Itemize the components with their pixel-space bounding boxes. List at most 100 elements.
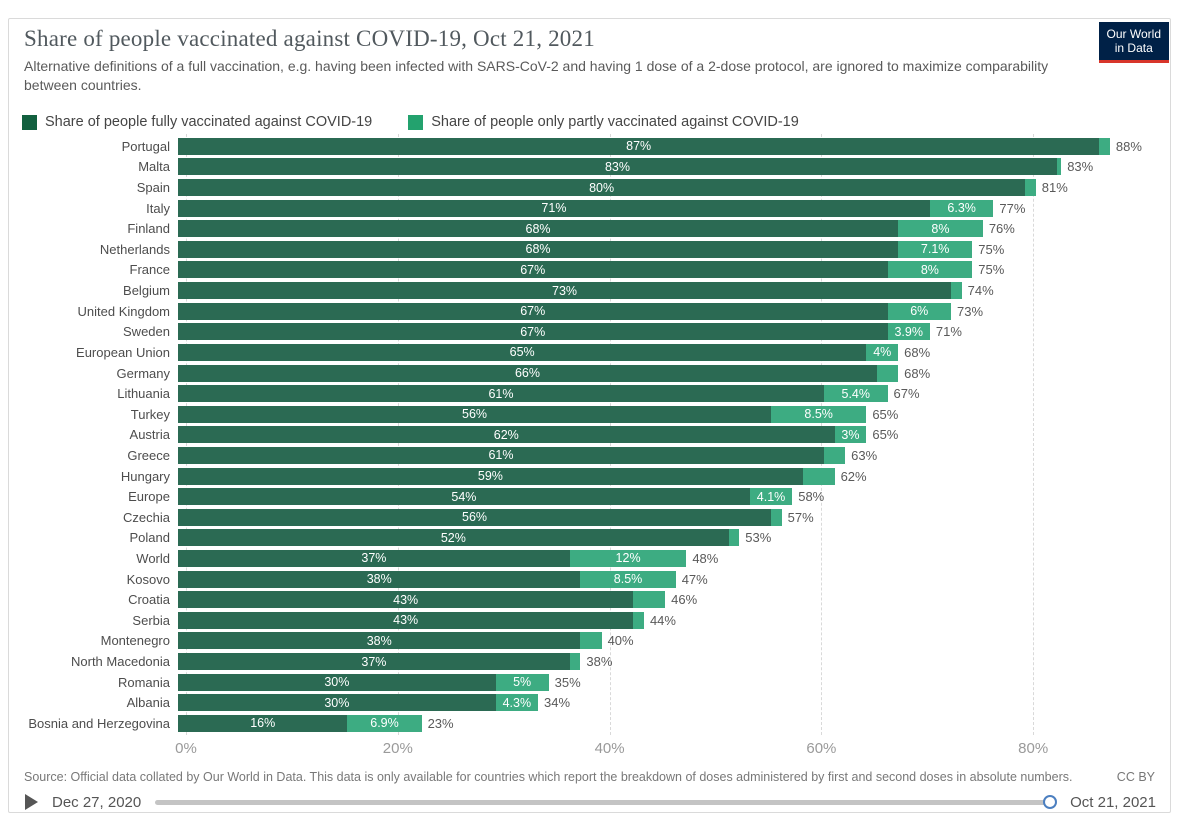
chart-row[interactable]: United Kingdom 67% 6% 73% <box>9 301 1166 322</box>
license-link[interactable]: CC BY <box>1116 770 1155 784</box>
country-label[interactable]: Czechia <box>123 509 170 525</box>
bar-partly-segment[interactable]: 4.1% <box>749 488 793 506</box>
bar-fully-segment[interactable]: 56% <box>178 405 772 423</box>
country-label[interactable]: Montenegro <box>100 633 170 649</box>
bar-partly-segment[interactable] <box>823 446 846 464</box>
bar-fully-segment[interactable]: 66% <box>178 364 877 382</box>
bar-partly-segment[interactable] <box>771 508 782 526</box>
country-label[interactable]: Romania <box>117 674 170 690</box>
bar-partly-segment[interactable]: 8% <box>898 220 983 238</box>
country-label[interactable]: World <box>136 550 170 566</box>
bar-fully-segment[interactable]: 61% <box>178 446 824 464</box>
country-label[interactable]: North Macedonia <box>71 654 170 670</box>
chart-row[interactable]: Bosnia and Herzegovina 16% 6.9% 23% <box>9 713 1166 734</box>
bar-fully-segment[interactable]: 52% <box>178 529 729 547</box>
bar-partly-segment[interactable]: 5.4% <box>823 385 888 403</box>
chart-row[interactable]: Kosovo 38% 8.5% 47% <box>9 569 1166 590</box>
bar-partly-segment[interactable]: 4% <box>866 343 899 361</box>
country-label[interactable]: Belgium <box>123 283 170 299</box>
bar-partly-segment[interactable]: 12% <box>569 549 687 567</box>
chart-row[interactable]: World 37% 12% 48% <box>9 548 1166 569</box>
country-label[interactable]: Finland <box>127 221 170 237</box>
timeline-handle[interactable] <box>1043 795 1058 809</box>
play-button[interactable] <box>25 794 38 810</box>
chart-row[interactable]: Sweden 67% 3.9% 71% <box>9 321 1166 342</box>
bar-partly-segment[interactable] <box>876 364 899 382</box>
bar-fully-segment[interactable]: 67% <box>178 302 888 320</box>
country-label[interactable]: Croatia <box>128 592 170 608</box>
bar-partly-segment[interactable]: 8.5% <box>580 570 676 588</box>
bar-fully-segment[interactable]: 61% <box>178 385 824 403</box>
country-label[interactable]: Turkey <box>130 406 170 422</box>
bar-fully-segment[interactable]: 30% <box>178 694 496 712</box>
country-label[interactable]: Kosovo <box>126 571 170 587</box>
bar-fully-segment[interactable]: 37% <box>178 549 570 567</box>
chart-row[interactable]: Greece 61% 63% <box>9 445 1166 466</box>
bar-fully-segment[interactable]: 68% <box>178 220 899 238</box>
bar-partly-segment[interactable] <box>1056 158 1062 176</box>
bar-fully-segment[interactable]: 62% <box>178 426 835 444</box>
bar-partly-segment[interactable] <box>633 611 644 629</box>
bar-partly-segment[interactable]: 6.9% <box>347 714 422 732</box>
country-label[interactable]: European Union <box>76 344 170 360</box>
owid-logo[interactable]: Our World in Data <box>1098 22 1169 63</box>
country-label[interactable]: Sweden <box>123 324 170 340</box>
country-label[interactable]: Malta <box>138 159 170 175</box>
bar-fully-segment[interactable]: 37% <box>178 653 570 671</box>
chart-row[interactable]: Europe 54% 4.1% 58% <box>9 486 1166 507</box>
chart-row[interactable]: Belgium 73% 74% <box>9 280 1166 301</box>
bar-fully-segment[interactable]: 38% <box>178 632 581 650</box>
chart-row[interactable]: Montenegro 38% 40% <box>9 631 1166 652</box>
country-label[interactable]: Italy <box>146 200 170 216</box>
bar-partly-segment[interactable]: 8.5% <box>771 405 867 423</box>
timeline-track[interactable] <box>155 795 1058 809</box>
bar-partly-segment[interactable] <box>580 632 602 650</box>
bar-fully-segment[interactable]: 67% <box>178 261 888 279</box>
bar-fully-segment[interactable]: 43% <box>178 611 634 629</box>
chart-row[interactable]: Poland 52% 53% <box>9 528 1166 549</box>
country-label[interactable]: Poland <box>129 530 170 546</box>
bar-fully-segment[interactable]: 16% <box>178 714 348 732</box>
bar-partly-segment[interactable]: 8% <box>887 261 973 279</box>
chart-row[interactable]: Romania 30% 5% 35% <box>9 672 1166 693</box>
country-label[interactable]: Spain <box>136 180 170 196</box>
country-label[interactable]: Hungary <box>120 468 170 484</box>
chart-row[interactable]: Spain 80% 81% <box>9 177 1166 198</box>
chart-row[interactable]: Netherlands 68% 7.1% 75% <box>9 239 1166 260</box>
bar-fully-segment[interactable]: 83% <box>178 158 1057 176</box>
country-label[interactable]: Austria <box>129 427 170 443</box>
bar-partly-segment[interactable]: 6% <box>887 302 952 320</box>
chart-row[interactable]: European Union 65% 4% 68% <box>9 342 1166 363</box>
bar-partly-segment[interactable] <box>633 591 666 609</box>
bar-partly-segment[interactable] <box>1025 179 1036 197</box>
country-label[interactable]: Greece <box>127 447 170 463</box>
bar-partly-segment[interactable]: 7.1% <box>898 240 973 258</box>
bar-fully-segment[interactable]: 56% <box>178 508 772 526</box>
bar-fully-segment[interactable]: 43% <box>178 591 634 609</box>
bar-fully-segment[interactable]: 68% <box>178 240 899 258</box>
bar-partly-segment[interactable]: 3.9% <box>887 323 930 341</box>
country-label[interactable]: France <box>129 262 170 278</box>
chart-row[interactable]: Croatia 43% 46% <box>9 589 1166 610</box>
bar-fully-segment[interactable]: 71% <box>178 199 930 217</box>
bar-partly-segment[interactable] <box>1099 137 1110 155</box>
chart-row[interactable]: Italy 71% 6.3% 77% <box>9 198 1166 219</box>
country-label[interactable]: Bosnia and Herzegovina <box>28 715 170 731</box>
chart-row[interactable]: Finland 68% 8% 76% <box>9 218 1166 239</box>
country-label[interactable]: Lithuania <box>117 386 170 402</box>
bar-partly-segment[interactable]: 5% <box>495 673 549 691</box>
chart-row[interactable]: France 67% 8% 75% <box>9 260 1166 281</box>
chart-row[interactable]: Portugal 87% 88% <box>9 136 1166 157</box>
chart-row[interactable]: Serbia 43% 44% <box>9 610 1166 631</box>
chart-row[interactable]: Malta 83% 83% <box>9 157 1166 178</box>
country-label[interactable]: Europe <box>128 489 170 505</box>
bar-fully-segment[interactable]: 30% <box>178 673 496 691</box>
bar-fully-segment[interactable]: 54% <box>178 488 750 506</box>
country-label[interactable]: Portugal <box>121 138 170 154</box>
country-label[interactable]: Serbia <box>132 612 170 628</box>
bar-fully-segment[interactable]: 87% <box>178 137 1100 155</box>
chart-row[interactable]: Czechia 56% 57% <box>9 507 1166 528</box>
bar-partly-segment[interactable] <box>951 282 962 300</box>
chart-row[interactable]: Hungary 59% 62% <box>9 466 1166 487</box>
country-label[interactable]: Albania <box>126 695 170 711</box>
